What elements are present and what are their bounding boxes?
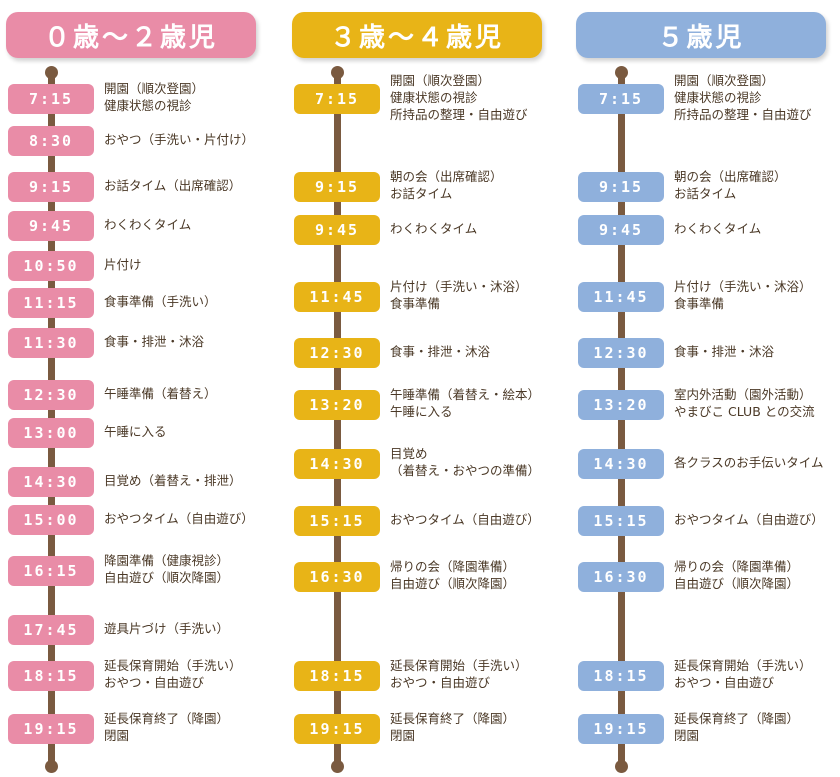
time-badge: 11:30 [8, 328, 94, 358]
activity-text: わくわくタイム [390, 220, 478, 236]
time-badge: 9:45 [294, 215, 380, 245]
time-badge: 16:15 [8, 556, 94, 586]
activity-text: 降園準備（健康視診） 自由遊び（順次降園） [104, 553, 230, 585]
schedule-column-3: ５歳児 7:15 開園（順次登園） 健康状態の視診 所持品の整理・自由遊び 9:15 朝… [570, 0, 840, 777]
time-badge: 7:15 [578, 84, 664, 114]
timeline-pole [334, 72, 341, 768]
time-badge: 13:00 [8, 418, 94, 448]
time-badge: 8:30 [8, 126, 94, 156]
time-badge: 13:20 [578, 390, 664, 420]
activity-text: お話タイム（出席確認） [104, 177, 242, 193]
time-badge: 12:30 [8, 380, 94, 410]
activity-text: 食事準備（手洗い） [104, 293, 217, 309]
activity-text: 目覚め（着替え・排泄） [104, 472, 242, 488]
schedule-column-2: ３歳～４歳児 7:15 開園（順次登園） 健康状態の視診 所持品の整理・自由遊び 9:… [286, 0, 566, 777]
activity-text: 目覚め （着替え・おやつの準備） [390, 446, 541, 478]
time-badge: 19:15 [8, 714, 94, 744]
activity-text: 延長保育終了（降園） 閉園 [104, 711, 230, 743]
activity-text: 延長保育終了（降園） 閉園 [390, 711, 516, 743]
time-badge: 18:15 [578, 661, 664, 691]
time-badge: 16:30 [294, 562, 380, 592]
activity-text: 片付け（手洗い・沐浴） 食事準備 [674, 279, 812, 311]
activity-text: 延長保育終了（降園） 閉園 [674, 711, 800, 743]
time-badge: 11:45 [294, 282, 380, 312]
time-badge: 14:30 [294, 449, 380, 479]
activity-text: 遊具片づけ（手洗い） [104, 620, 230, 636]
schedule-column-1: ０歳～２歳児 7:15 開園（順次登園） 健康状態の視診 8:30 おやつ（手洗い・片付… [0, 0, 280, 777]
activity-text: おやつタイム（自由遊び） [674, 511, 824, 527]
time-badge: 9:15 [8, 172, 94, 202]
activity-text: 午睡準備（着替え・絵本） 午睡に入る [390, 387, 541, 419]
column-title: ０歳～２歳児 [6, 12, 256, 58]
timeline-pole-foot [331, 760, 344, 773]
time-badge: 10:50 [8, 251, 94, 281]
time-badge: 18:15 [294, 661, 380, 691]
activity-text: 食事・排泄・沐浴 [104, 333, 205, 349]
time-badge: 14:30 [8, 467, 94, 497]
activity-text: 各クラスのお手伝いタイム [674, 454, 824, 470]
activity-text: わくわくタイム [674, 220, 762, 236]
column-title: ３歳～４歳児 [292, 12, 542, 58]
time-badge: 19:15 [294, 714, 380, 744]
time-badge: 11:15 [8, 288, 94, 318]
time-badge: 12:30 [578, 338, 664, 368]
time-badge: 15:15 [578, 506, 664, 536]
activity-text: 延長保育開始（手洗い） おやつ・自由遊び [390, 658, 528, 690]
time-badge: 17:45 [8, 615, 94, 645]
activity-text: 午睡に入る [104, 423, 167, 439]
time-badge: 9:45 [8, 211, 94, 241]
activity-text: 開園（順次登園） 健康状態の視診 所持品の整理・自由遊び [674, 72, 812, 122]
time-badge: 7:15 [8, 84, 94, 114]
time-badge: 11:45 [578, 282, 664, 312]
time-badge: 18:15 [8, 661, 94, 691]
activity-text: 室内外活動（園外活動） やまびこ CLUB との交流 [674, 387, 815, 419]
time-badge: 19:15 [578, 714, 664, 744]
timeline-pole [618, 72, 625, 768]
activity-text: 延長保育開始（手洗い） おやつ・自由遊び [104, 658, 242, 690]
activity-text: おやつタイム（自由遊び） [390, 511, 540, 527]
timeline-pole-foot [615, 760, 628, 773]
activity-text: おやつ（手洗い・片付け） [104, 131, 255, 147]
activity-text: 午睡準備（着替え） [104, 385, 217, 401]
column-title: ５歳児 [576, 12, 826, 58]
time-badge: 15:00 [8, 505, 94, 535]
activity-text: おやつタイム（自由遊び） [104, 510, 254, 526]
time-badge: 16:30 [578, 562, 664, 592]
timeline-pole-foot [45, 760, 58, 773]
time-badge: 13:20 [294, 390, 380, 420]
time-badge: 9:45 [578, 215, 664, 245]
activity-text: 食事・排泄・沐浴 [674, 343, 775, 359]
activity-text: 帰りの会（降園準備） 自由遊び（順次降園） [390, 559, 516, 591]
activity-text: 片付け（手洗い・沐浴） 食事準備 [390, 279, 528, 311]
time-badge: 12:30 [294, 338, 380, 368]
activity-text: 朝の会（出席確認） お話タイム [390, 169, 503, 201]
time-badge: 15:15 [294, 506, 380, 536]
time-badge: 9:15 [294, 172, 380, 202]
activity-text: 帰りの会（降園準備） 自由遊び（順次降園） [674, 559, 800, 591]
activity-text: 片付け [104, 256, 142, 272]
activity-text: 開園（順次登園） 健康状態の視診 [104, 81, 205, 113]
activity-text: 食事・排泄・沐浴 [390, 343, 491, 359]
activity-text: 開園（順次登園） 健康状態の視診 所持品の整理・自由遊び [390, 72, 528, 122]
activity-text: 朝の会（出席確認） お話タイム [674, 169, 787, 201]
time-badge: 14:30 [578, 449, 664, 479]
activity-text: わくわくタイム [104, 216, 192, 232]
activity-text: 延長保育開始（手洗い） おやつ・自由遊び [674, 658, 812, 690]
time-badge: 9:15 [578, 172, 664, 202]
time-badge: 7:15 [294, 84, 380, 114]
